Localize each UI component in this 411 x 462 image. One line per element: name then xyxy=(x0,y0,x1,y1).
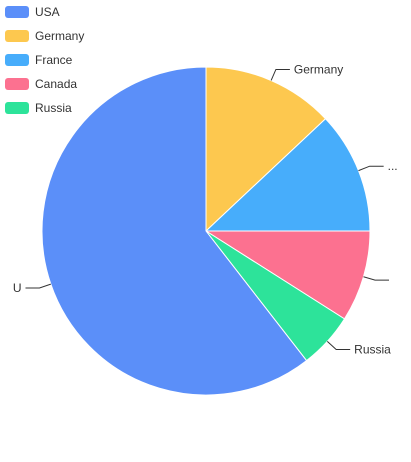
leader-line-france xyxy=(358,165,384,172)
legend-swatch-russia xyxy=(5,102,29,114)
leader-line-canada xyxy=(363,276,390,281)
legend-item-canada[interactable]: Canada xyxy=(5,77,77,91)
slice-labels: Germany... Russia U xyxy=(13,62,398,356)
legend-label-germany: Germany xyxy=(35,29,84,43)
leader-line-usa xyxy=(25,283,52,289)
legend-item-france[interactable]: France xyxy=(5,53,73,67)
legend-swatch-canada xyxy=(5,78,29,90)
legend-swatch-germany xyxy=(5,30,29,42)
slice-label-germany: Germany xyxy=(294,62,343,76)
legend-swatch-usa xyxy=(5,6,29,18)
leader-line-russia xyxy=(326,341,351,350)
legend-item-usa[interactable]: USA xyxy=(5,5,60,19)
leader-line-germany xyxy=(270,68,290,81)
slice-label-russia: Russia xyxy=(354,342,391,356)
legend-label-france: France xyxy=(35,53,73,67)
slice-germany[interactable] xyxy=(205,66,327,233)
legend-label-russia: Russia xyxy=(35,101,72,115)
legend-item-germany[interactable]: Germany xyxy=(5,29,84,43)
legend-label-canada: Canada xyxy=(35,77,77,91)
legend-label-usa: USA xyxy=(35,5,60,19)
legend-swatch-france xyxy=(5,54,29,66)
slice-usa[interactable] xyxy=(41,66,308,396)
slice-label-usa: U xyxy=(13,281,22,295)
slice-canada[interactable] xyxy=(204,230,371,320)
legend-item-russia[interactable]: Russia xyxy=(5,101,72,115)
legend: USA Germany France Canada Russia xyxy=(5,5,84,115)
slice-label-france: ... xyxy=(388,159,398,173)
pie-slices xyxy=(41,66,371,396)
